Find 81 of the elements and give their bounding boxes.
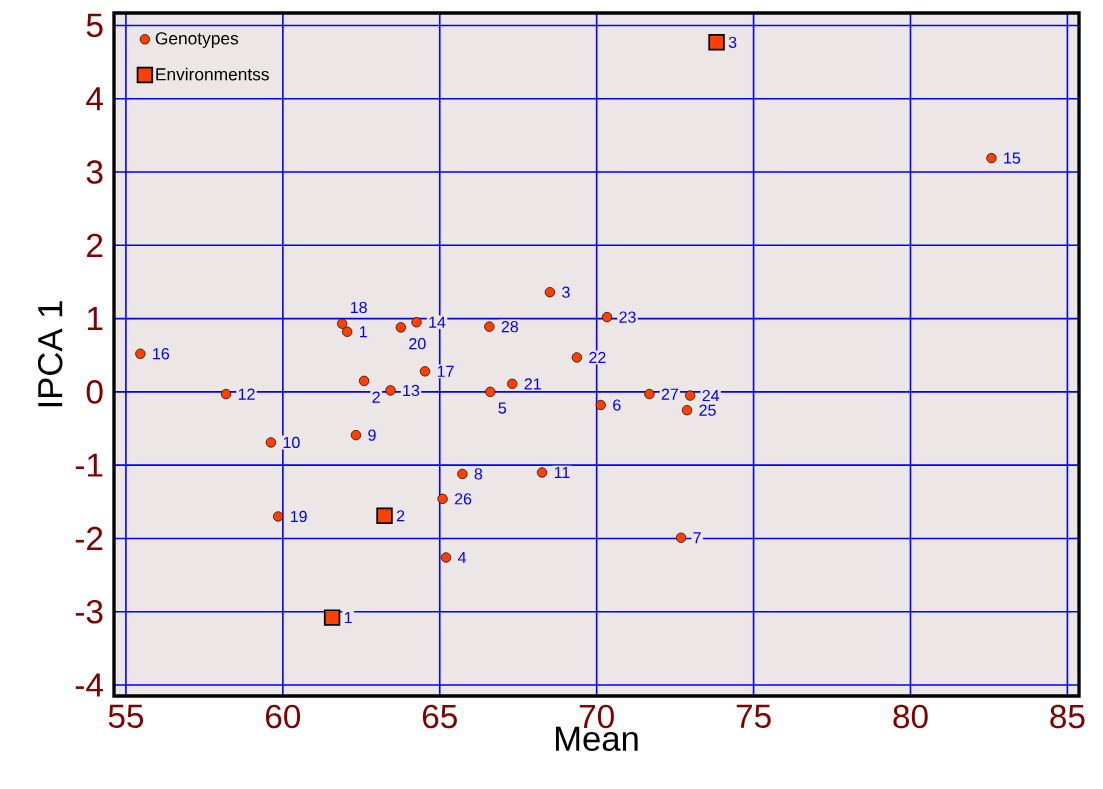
point: [323, 609, 341, 626]
x-tick-label: 75: [736, 704, 771, 728]
point: [350, 429, 362, 441]
point: [536, 467, 548, 478]
point: [385, 385, 396, 396]
point: [484, 321, 495, 332]
x-tick-label: 80: [893, 704, 928, 729]
point: [411, 317, 422, 328]
legend-label: Genotypes: [155, 32, 239, 48]
annotation: 8: [474, 468, 483, 480]
annotation: 18: [350, 301, 367, 314]
annotation: 1: [344, 612, 352, 624]
point: [342, 326, 353, 337]
annotation: 27: [661, 388, 678, 400]
annotation: 22: [589, 351, 606, 364]
point: [708, 34, 725, 51]
annotation: 15: [1004, 152, 1021, 164]
x-tick-label: 85: [1050, 704, 1085, 729]
point: [395, 322, 406, 333]
annotation: 28: [501, 320, 519, 333]
y-tick-label: -3: [75, 599, 103, 624]
y-tick-label: 0: [86, 380, 103, 404]
x-tick-label: 65: [422, 704, 457, 729]
annotation: 19: [290, 510, 307, 523]
annotation: 7: [693, 532, 701, 544]
point: [437, 493, 448, 505]
point: [507, 378, 518, 389]
point: [681, 405, 693, 416]
point: [595, 399, 606, 411]
x-tick-label: 55: [108, 704, 144, 728]
annotation: 16: [153, 348, 170, 360]
annotation: 25: [699, 404, 716, 416]
annotation: 2: [372, 391, 380, 403]
annotation: 11: [554, 466, 570, 478]
annotation: 17: [437, 365, 454, 377]
point: [419, 366, 431, 377]
y-tick-label: 3: [86, 160, 103, 184]
point: [220, 388, 232, 400]
annotation: 13: [403, 384, 420, 397]
point: [571, 352, 583, 363]
annotation: 12: [238, 388, 255, 400]
annotation: 10: [283, 436, 300, 449]
annotation: 2: [396, 510, 405, 522]
y-tick-label: 2: [87, 233, 103, 257]
annotation: 9: [368, 429, 376, 441]
point: [376, 507, 393, 524]
annotation: 24: [702, 389, 720, 402]
annotation: 1: [359, 326, 367, 338]
y-tick-label: -1: [75, 453, 103, 477]
annotation: 3: [728, 36, 737, 48]
y-tick-label: -4: [75, 673, 103, 697]
point: [135, 348, 146, 359]
annotation: 4: [458, 552, 467, 563]
y-tick-label: 4: [86, 87, 103, 111]
point: [485, 386, 496, 398]
y-tick-label: 1: [87, 307, 103, 331]
annotation: 3: [562, 286, 570, 298]
point: [358, 375, 370, 387]
point: [544, 287, 556, 298]
annotation: 21: [524, 378, 541, 390]
point: [265, 437, 277, 448]
annotation: 20: [409, 337, 426, 350]
annotation: 23: [619, 311, 636, 323]
annotation: 5: [498, 402, 507, 414]
annotation: 26: [454, 493, 472, 505]
y-tick-label: -2: [75, 526, 103, 551]
point: [986, 152, 997, 164]
point: [685, 390, 696, 401]
x-tick-label: 60: [265, 704, 301, 729]
point: [457, 468, 468, 480]
point: [440, 552, 452, 563]
point: [337, 318, 348, 329]
y-tick-label: 5: [86, 13, 103, 38]
point: [675, 532, 687, 543]
point: [644, 388, 655, 400]
annotation: 14: [429, 316, 446, 328]
legend-label: Environmentss: [156, 67, 269, 81]
point: [272, 511, 284, 522]
annotation: 6: [613, 399, 621, 411]
y-axis-title: IPCA 1: [37, 301, 63, 407]
point: [601, 311, 613, 323]
